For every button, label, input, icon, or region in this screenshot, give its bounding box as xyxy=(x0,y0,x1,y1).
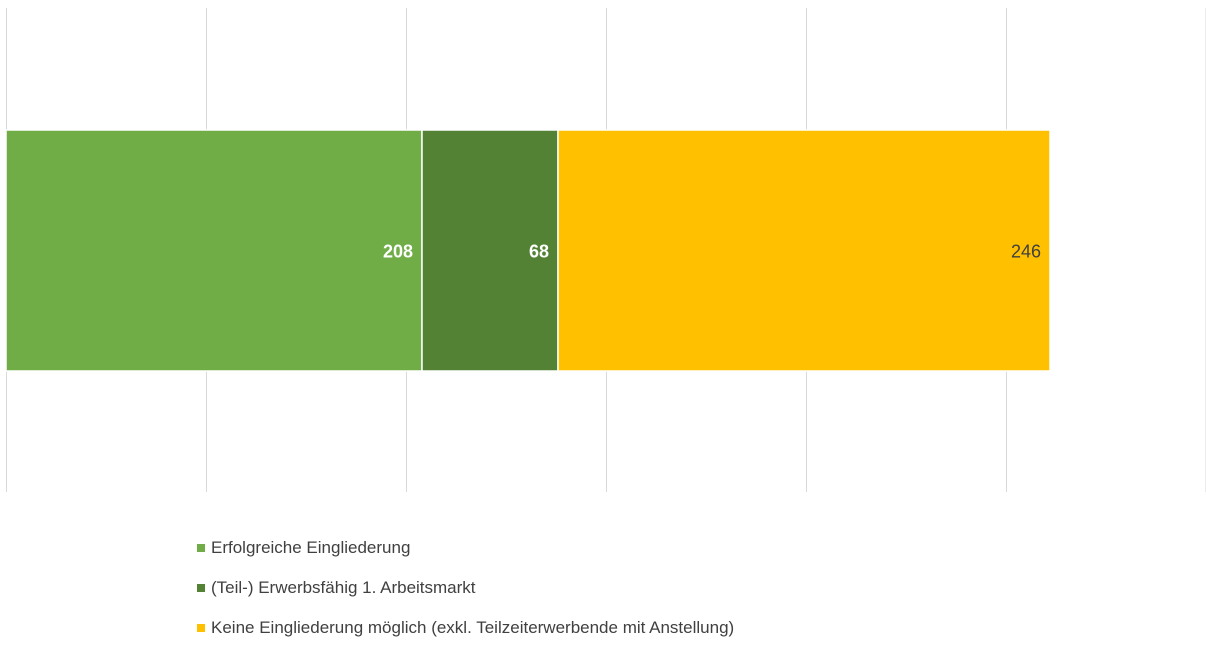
data-label-1: 208 xyxy=(383,242,413,262)
bar-segment-1 xyxy=(6,130,422,371)
legend-item-erfolgreiche-eingliederung: Erfolgreiche Eingliederung xyxy=(197,538,734,558)
legend-swatch xyxy=(197,584,205,592)
data-label-2: 68 xyxy=(529,242,549,262)
bar-segment-3 xyxy=(558,130,1050,371)
legend-label: Keine Eingliederung möglich (exkl. Teilz… xyxy=(211,618,734,638)
legend-label: (Teil-) Erwerbsfähig 1. Arbeitsmarkt xyxy=(211,578,476,598)
stacked-bar-chart: 208 68 246 xyxy=(0,0,1206,520)
legend: Erfolgreiche Eingliederung (Teil-) Erwer… xyxy=(197,538,734,658)
legend-label: Erfolgreiche Eingliederung xyxy=(211,538,410,558)
legend-swatch xyxy=(197,624,205,632)
data-label-3: 246 xyxy=(1011,242,1041,262)
legend-item-keine-eingliederung: Keine Eingliederung möglich (exkl. Teilz… xyxy=(197,618,734,638)
legend-item-teil-erwerbsfaehig: (Teil-) Erwerbsfähig 1. Arbeitsmarkt xyxy=(197,578,734,598)
legend-swatch xyxy=(197,544,205,552)
